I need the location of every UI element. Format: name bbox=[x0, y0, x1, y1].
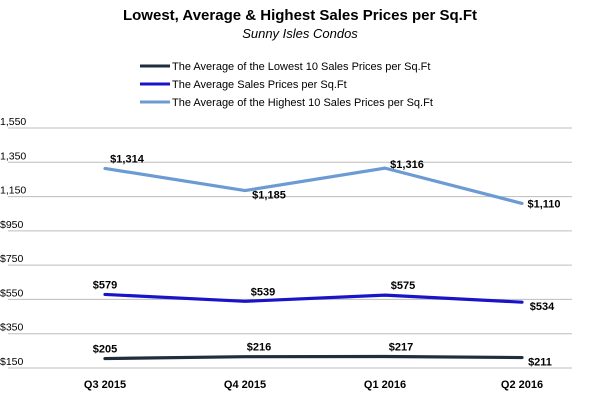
y-tick-label: $750 bbox=[0, 253, 24, 265]
legend-item-lowest: The Average of the Lowest 10 Sales Price… bbox=[140, 61, 430, 73]
series-line bbox=[103, 354, 524, 361]
legend-item-average: The Average Sales Prices per Sq.Ft bbox=[140, 79, 347, 91]
series-line bbox=[103, 292, 524, 304]
data-label: $539 bbox=[251, 286, 275, 298]
y-tick-label: $150 bbox=[0, 356, 24, 368]
data-label: $579 bbox=[93, 279, 117, 291]
legend-label-highest: The Average of the Highest 10 Sales Pric… bbox=[172, 97, 433, 109]
chart-subtitle: Sunny Isles Condos bbox=[242, 26, 358, 41]
data-label: $216 bbox=[247, 342, 271, 354]
y-tick-label: 1,350 bbox=[0, 150, 26, 162]
data-label: $1,110 bbox=[527, 198, 560, 210]
data-label: $205 bbox=[93, 344, 117, 356]
legend: The Average of the Lowest 10 Sales Price… bbox=[140, 61, 433, 109]
data-label: $575 bbox=[391, 280, 415, 292]
data-label: $534 bbox=[530, 301, 555, 313]
legend-item-highest: The Average of the Highest 10 Sales Pric… bbox=[140, 97, 433, 109]
data-label: $217 bbox=[389, 342, 413, 354]
plot-area: $150 $350 $550 $750 $950 1,150 1,350 1,550 Q3 20… bbox=[0, 116, 572, 391]
data-label: $1,316 bbox=[390, 159, 424, 171]
series-line bbox=[103, 166, 524, 206]
y-tick-label: 1,550 bbox=[0, 116, 26, 128]
x-tick-label: Q3 2015 bbox=[84, 379, 126, 391]
y-tick-label: $550 bbox=[0, 287, 24, 299]
legend-label-lowest: The Average of the Lowest 10 Sales Price… bbox=[172, 61, 430, 73]
data-label: $211 bbox=[528, 357, 552, 369]
data-label: $1,185 bbox=[252, 190, 286, 202]
data-label: $1,314 bbox=[110, 153, 145, 165]
y-tick-label: $350 bbox=[0, 322, 24, 334]
legend-label-average: The Average Sales Prices per Sq.Ft bbox=[172, 79, 347, 91]
x-tick-label: Q4 2015 bbox=[224, 379, 266, 391]
x-tick-label: Q2 2016 bbox=[501, 379, 543, 391]
x-tick-label: Q1 2016 bbox=[364, 379, 406, 391]
y-tick-label: $950 bbox=[0, 219, 24, 231]
y-tick-label: 1,150 bbox=[0, 185, 26, 197]
chart-title: Lowest, Average & Highest Sales Prices p… bbox=[123, 7, 477, 24]
